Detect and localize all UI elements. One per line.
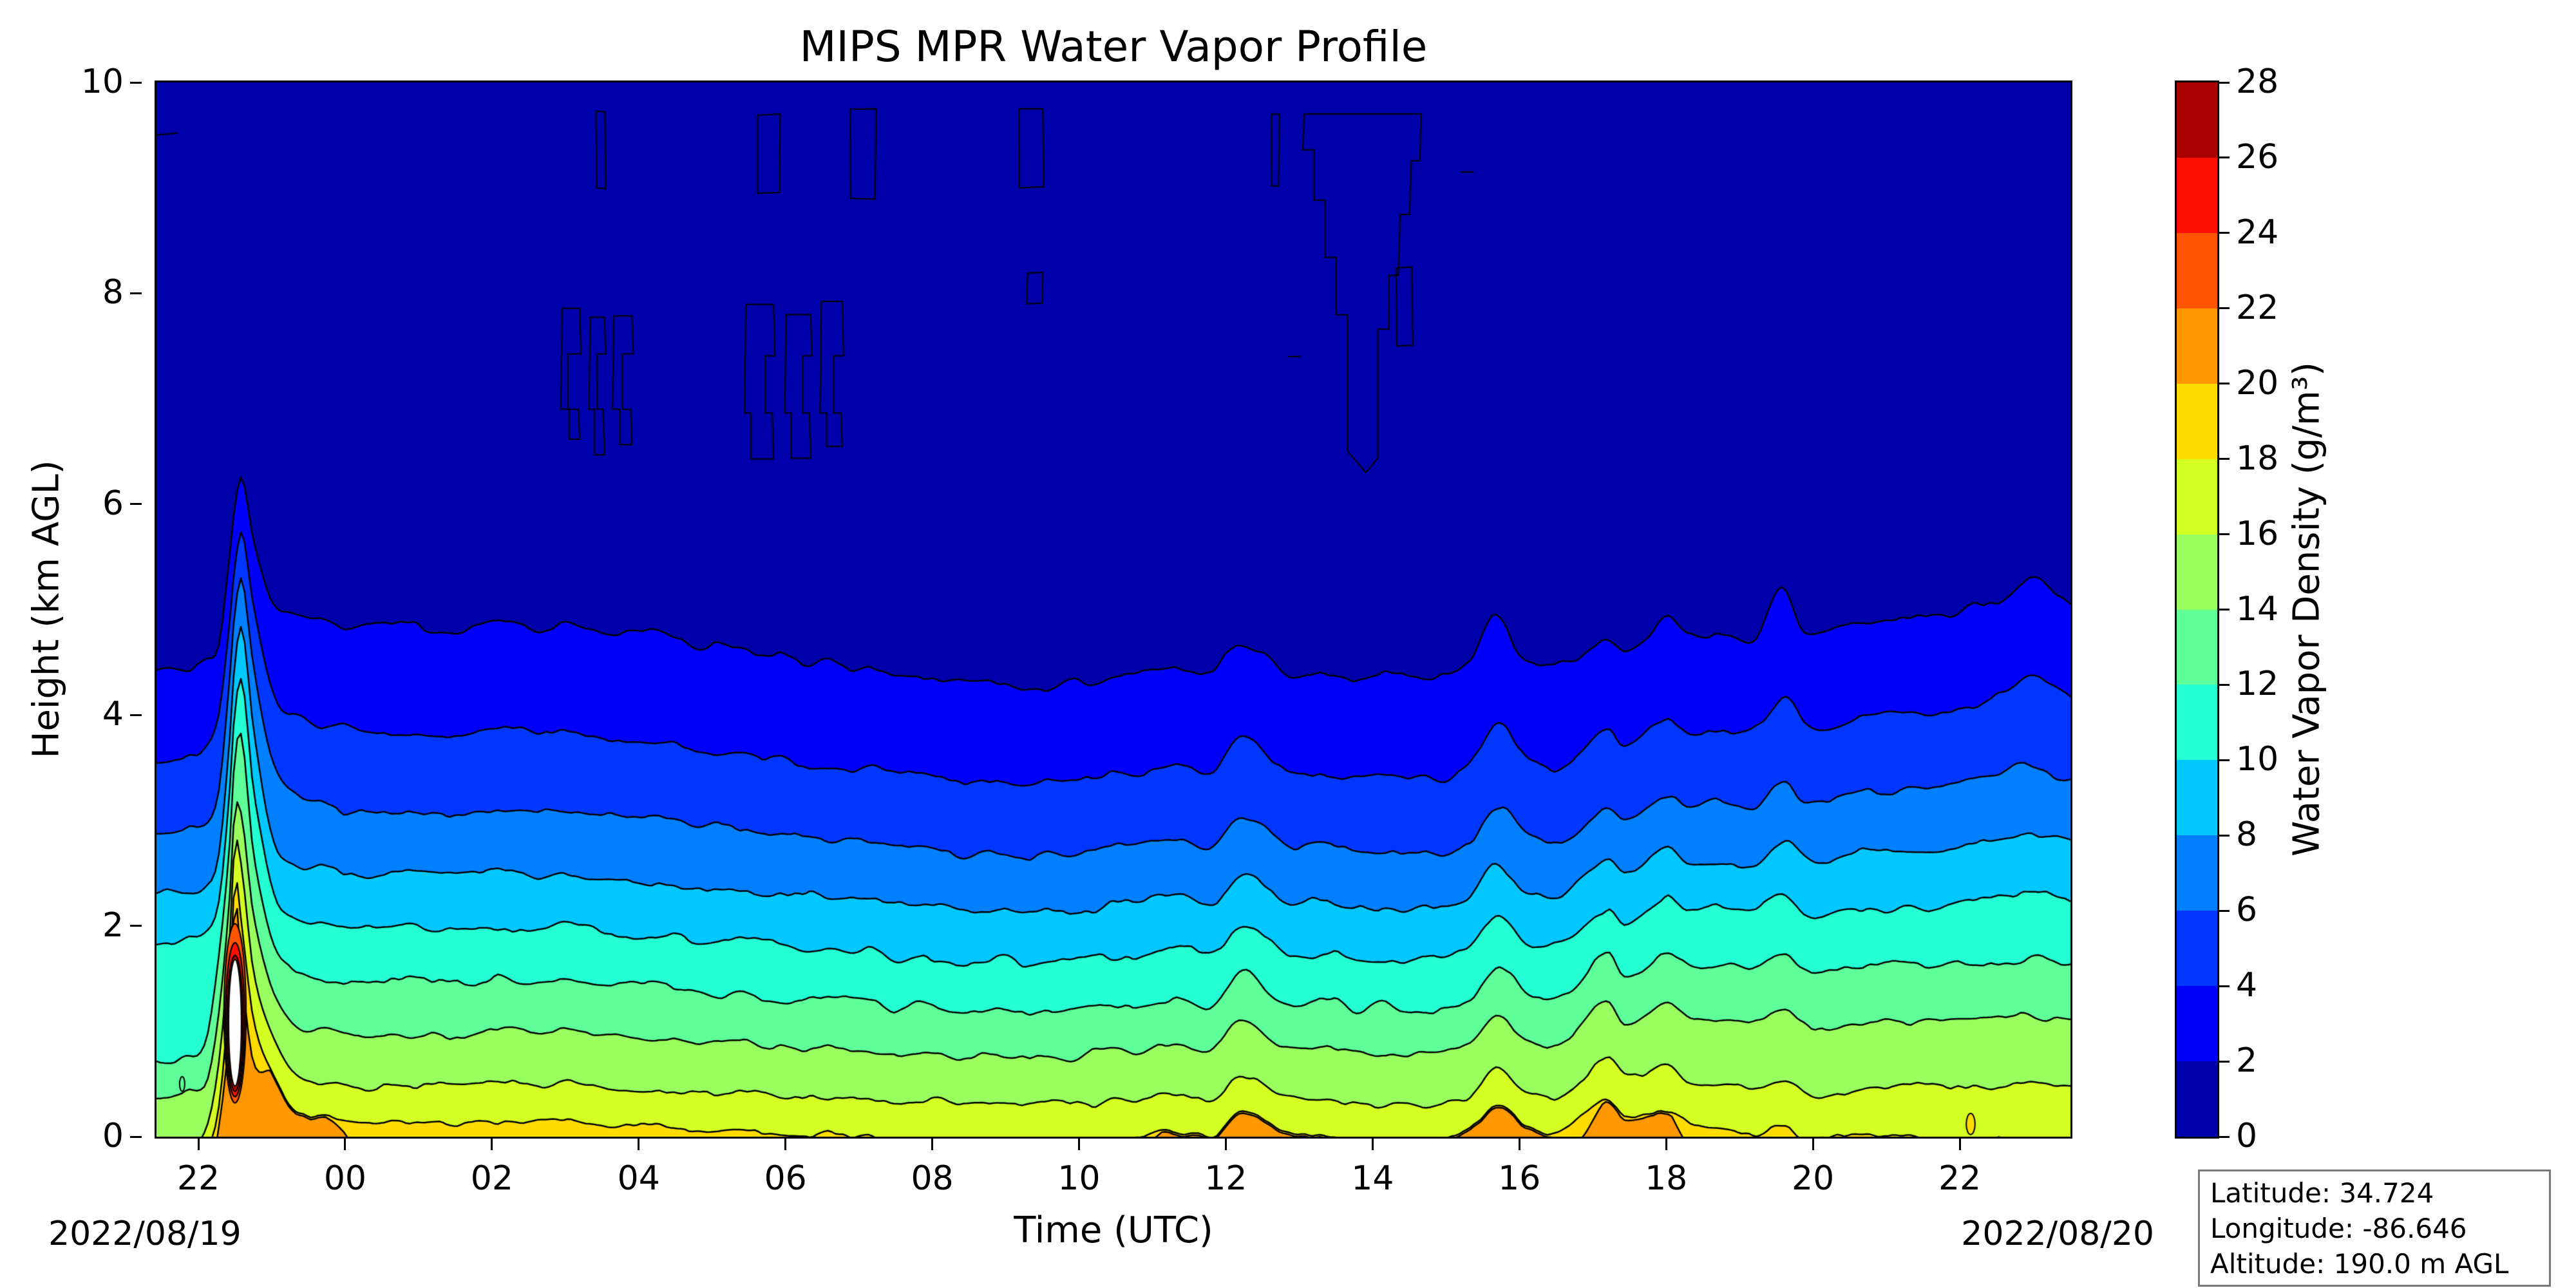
colorbar-tick-label: 26 bbox=[2236, 137, 2279, 176]
x-tick-mark bbox=[1518, 1139, 1520, 1150]
y-tick-label: 8 bbox=[102, 273, 124, 312]
x-tick-label: 16 bbox=[1498, 1159, 1541, 1198]
x-tick-label: 14 bbox=[1351, 1159, 1394, 1198]
x-tick-label: 04 bbox=[617, 1159, 660, 1198]
colorbar-band-12-14 bbox=[2177, 609, 2217, 685]
x-tick-mark bbox=[197, 1139, 200, 1150]
x-tick-mark bbox=[491, 1139, 493, 1150]
y-tick-mark bbox=[130, 292, 142, 294]
longitude-text: Longitude: -86.646 bbox=[2210, 1213, 2467, 1244]
y-tick-mark bbox=[130, 1135, 142, 1138]
plot-area bbox=[155, 80, 2072, 1139]
colorbar-band-22-24 bbox=[2177, 232, 2217, 308]
colorbar-tick-mark bbox=[2219, 759, 2230, 761]
colorbar-tick-label: 18 bbox=[2236, 439, 2279, 478]
date-label-start: 2022/08/19 bbox=[48, 1215, 242, 1253]
colorbar-tick-label: 20 bbox=[2236, 363, 2279, 402]
x-axis-label: Time (UTC) bbox=[1014, 1209, 1213, 1251]
colorbar-band-4-6 bbox=[2177, 911, 2217, 987]
colorbar-tick-mark bbox=[2219, 533, 2230, 536]
page-title: MIPS MPR Water Vapor Profile bbox=[799, 22, 1428, 71]
date-label-end: 2022/08/20 bbox=[1961, 1215, 2154, 1253]
colorbar-tick-mark bbox=[2219, 1135, 2230, 1138]
colorbar-tick-mark bbox=[2219, 307, 2230, 310]
colorbar-tick-label: 4 bbox=[2236, 965, 2258, 1005]
colorbar-tick-label: 16 bbox=[2236, 514, 2279, 553]
colorbar-tick-mark bbox=[2219, 909, 2230, 912]
colorbar-band-26-28 bbox=[2177, 82, 2217, 158]
colorbar-tick-mark bbox=[2219, 383, 2230, 385]
colorbar-band-14-16 bbox=[2177, 534, 2217, 610]
colorbar-band-2-4 bbox=[2177, 986, 2217, 1062]
colorbar bbox=[2175, 80, 2219, 1139]
y-tick-mark bbox=[130, 503, 142, 506]
x-tick-mark bbox=[1958, 1139, 1961, 1150]
y-tick-label: 2 bbox=[102, 905, 124, 945]
colorbar-tick-mark bbox=[2219, 232, 2230, 234]
colorbar-tick-label: 6 bbox=[2236, 891, 2258, 930]
colorbar-tick-label: 28 bbox=[2236, 62, 2279, 101]
contour-plot-canvas bbox=[156, 82, 2070, 1137]
colorbar-tick-mark bbox=[2219, 81, 2230, 84]
y-tick-mark bbox=[130, 81, 142, 84]
colorbar-tick-mark bbox=[2219, 683, 2230, 686]
x-tick-label: 18 bbox=[1645, 1159, 1688, 1198]
x-tick-label: 20 bbox=[1792, 1159, 1835, 1198]
x-tick-mark bbox=[784, 1139, 787, 1150]
colorbar-tick-mark bbox=[2219, 1060, 2230, 1063]
colorbar-band-18-20 bbox=[2177, 383, 2217, 459]
colorbar-band-6-8 bbox=[2177, 835, 2217, 911]
colorbar-tick-mark bbox=[2219, 156, 2230, 159]
colorbar-band-0-2 bbox=[2177, 1061, 2217, 1137]
colorbar-tick-mark bbox=[2219, 609, 2230, 611]
x-tick-mark bbox=[1224, 1139, 1227, 1150]
x-tick-mark bbox=[1371, 1139, 1374, 1150]
colorbar-band-20-22 bbox=[2177, 308, 2217, 384]
colorbar-tick-label: 14 bbox=[2236, 589, 2279, 629]
colorbar-tick-label: 10 bbox=[2236, 740, 2279, 779]
colorbar-band-24-26 bbox=[2177, 158, 2217, 233]
latitude-text: Latitude: 34.724 bbox=[2210, 1177, 2434, 1209]
x-tick-label: 02 bbox=[470, 1159, 513, 1198]
y-tick-label: 10 bbox=[80, 62, 124, 101]
x-tick-label: 22 bbox=[1938, 1159, 1982, 1198]
colorbar-tick-mark bbox=[2219, 458, 2230, 460]
x-tick-mark bbox=[1665, 1139, 1667, 1150]
x-tick-label: 12 bbox=[1204, 1159, 1247, 1198]
x-tick-label: 06 bbox=[764, 1159, 807, 1198]
location-info-box: Latitude: 34.724 Longitude: -86.646 Alti… bbox=[2198, 1170, 2551, 1287]
x-tick-mark bbox=[638, 1139, 640, 1150]
x-tick-label: 08 bbox=[911, 1159, 954, 1198]
x-tick-mark bbox=[344, 1139, 346, 1150]
colorbar-tick-label: 8 bbox=[2236, 815, 2258, 855]
y-tick-label: 0 bbox=[102, 1116, 124, 1155]
colorbar-tick-label: 2 bbox=[2236, 1041, 2258, 1080]
colorbar-tick-mark bbox=[2219, 834, 2230, 837]
altitude-text: Altitude: 190.0 m AGL bbox=[2210, 1248, 2509, 1280]
x-tick-label: 10 bbox=[1057, 1159, 1101, 1198]
y-tick-mark bbox=[130, 714, 142, 716]
x-tick-label: 22 bbox=[176, 1159, 220, 1198]
colorbar-tick-mark bbox=[2219, 985, 2230, 987]
colorbar-band-8-10 bbox=[2177, 760, 2217, 836]
x-tick-mark bbox=[1812, 1139, 1814, 1150]
colorbar-band-16-18 bbox=[2177, 459, 2217, 535]
colorbar-tick-label: 0 bbox=[2236, 1116, 2258, 1155]
x-tick-mark bbox=[931, 1139, 934, 1150]
colorbar-tick-label: 12 bbox=[2236, 665, 2279, 704]
x-tick-mark bbox=[1078, 1139, 1081, 1150]
y-tick-label: 4 bbox=[102, 694, 124, 734]
y-tick-mark bbox=[130, 925, 142, 927]
y-tick-label: 6 bbox=[102, 484, 124, 523]
colorbar-tick-label: 22 bbox=[2236, 288, 2279, 327]
colorbar-band-10-12 bbox=[2177, 685, 2217, 761]
colorbar-tick-label: 24 bbox=[2236, 213, 2279, 252]
x-tick-label: 00 bbox=[323, 1159, 366, 1198]
